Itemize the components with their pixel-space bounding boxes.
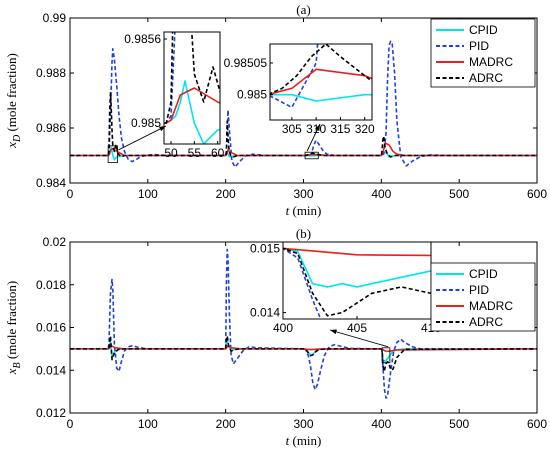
panel-b-xtick-label: 400 xyxy=(371,417,391,431)
panel-a-legend-label-madrc: MADRC xyxy=(469,55,513,69)
panel-b-legend-label-pid: PID xyxy=(469,283,489,297)
panel-a-xlabel: t (min) xyxy=(286,203,322,218)
panel-a-inset-1: 50 55 60 0.985 0.9856 xyxy=(124,31,225,160)
panel-a-1-arrowhead xyxy=(159,126,166,132)
panel-a-inset-2-xtick-label: 305 xyxy=(282,122,302,136)
panel-b-legend: CPID PID MADRC ADRC xyxy=(430,262,536,332)
panel-b-line-adrc xyxy=(70,335,537,373)
panel-b-line-madrc xyxy=(70,344,537,353)
panel-a-inset-1-ytick-label: 0.985 xyxy=(131,116,161,130)
panel-b-inset-1-series-group xyxy=(283,247,431,319)
panel-a-inset-2-xtick-label: 320 xyxy=(355,122,375,136)
panel-a-ylabel-sub: D xyxy=(12,134,23,143)
panel-a-ytick-label: 0.99 xyxy=(43,11,67,25)
panel-a-ylabel-var: x xyxy=(4,142,19,149)
panel-a-inset-1-line-cpid xyxy=(164,80,220,144)
panel-b-xtick-label: 300 xyxy=(293,417,313,431)
panel-a-line-pid xyxy=(70,40,537,168)
panel-b-xlabel-var: t xyxy=(286,433,290,448)
panel-b-series-group xyxy=(70,248,537,399)
panel-b-inset-1-xtick-label: 405 xyxy=(347,321,367,335)
panel-b-ylabel-sub: B xyxy=(12,362,23,368)
panel-a-title: (a) xyxy=(296,2,310,17)
panel-a-1-arrow xyxy=(118,125,167,151)
panel-b-1-zoom-marker xyxy=(381,347,391,364)
panel-b-ytick-label: 0.016 xyxy=(36,321,66,335)
panel-a-inset-2-area xyxy=(270,44,372,120)
panel-b-1-arrowhead xyxy=(330,329,337,335)
panel-a-ytick-label: 0.988 xyxy=(36,66,66,80)
panel-b-ylabel-unit: (mole fraction) xyxy=(4,281,19,363)
panel-b-xtick-label: 100 xyxy=(138,417,158,431)
panel-a-legend-label-adrc: ADRC xyxy=(469,71,503,85)
panel-a-inset-1-series-group xyxy=(164,32,220,144)
panel-b-xtick-label: 500 xyxy=(449,417,469,431)
panel-a-xtick-label: 600 xyxy=(527,187,547,201)
panel-a-xtick-label: 200 xyxy=(216,187,236,201)
panel-a-inset-2-ytick-label: 0.98505 xyxy=(224,56,268,70)
panel-b-panel: 0 100 200 300 400 500 600 0.012 0.014 0.016 0.018 0… xyxy=(4,226,547,448)
panel-b-ytick-label: 0.018 xyxy=(36,278,66,292)
panel-a-ylabel: xD (mole fraction) xyxy=(4,53,23,149)
panel-a-inset-1-frame xyxy=(163,31,221,145)
panel-a-inset-1-xtick-label: 50 xyxy=(164,146,178,160)
panel-a-2-arrowhead xyxy=(315,124,320,131)
panel-a-xtick-label: 300 xyxy=(293,187,313,201)
panel-a-xtick-label: 0 xyxy=(67,187,74,201)
panel-b-inset-1-xtick-label: 400 xyxy=(273,321,293,335)
panel-b-1-arrow xyxy=(329,329,389,348)
panel-b-inset-1-ytick-label: 0.015 xyxy=(250,241,280,255)
panel-a-inset-2-ytick-label: 0.985 xyxy=(237,88,267,102)
panel-a-xlabel-var: t xyxy=(286,203,290,218)
panel-b-xtick-label: 0 xyxy=(67,417,74,431)
panel-a-xtick-label: 400 xyxy=(371,187,391,201)
panel-a-inset-1-ytick-label: 0.9856 xyxy=(124,32,161,46)
panel-a-inset-2-frame xyxy=(269,43,373,121)
panel-a-legend-label-pid: PID xyxy=(469,39,489,53)
panel-a-legend: CPID PID MADRC ADRC xyxy=(430,18,536,88)
panel-a-xlabel-unit: (min) xyxy=(289,203,321,218)
panel-a-xtick-label: 500 xyxy=(449,187,469,201)
panel-b-ylabel: xB (mole fraction) xyxy=(4,281,23,375)
panel-b-legend-label-adrc: ADRC xyxy=(469,315,503,329)
panel-b-xtick-label: 200 xyxy=(216,417,236,431)
panel-b-xtick-label: 600 xyxy=(527,417,547,431)
panel-a-2-zoom-marker xyxy=(304,151,319,160)
panel-b-legend-label-cpid: CPID xyxy=(469,267,498,281)
panel-b-inset-1-line-cpid xyxy=(283,247,431,288)
panel-a-ytick-label: 0.986 xyxy=(36,121,66,135)
panel-a-inset-2: 3053103153200.9850.98505 xyxy=(224,43,375,136)
panel-b-inset-1-ytick-label: 0.014 xyxy=(250,306,280,320)
panel-a-line-adrc xyxy=(70,92,537,158)
panel-a-ytick-label: 0.984 xyxy=(36,176,66,190)
panel-a-legend-label-cpid: CPID xyxy=(469,23,498,37)
panel-b-xlabel: t (min) xyxy=(286,433,322,448)
panel-b-ytick-label: 0.012 xyxy=(36,406,66,420)
panel-b-ylabel-var: x xyxy=(4,368,19,375)
panel-b-ytick-label: 0.014 xyxy=(36,363,66,377)
panel-b-title: (b) xyxy=(296,226,311,241)
panel-a-inset-1-xtick-label: 60 xyxy=(211,146,225,160)
panel-b-xlabel-unit: (min) xyxy=(289,433,321,448)
panel-a-series-group xyxy=(70,40,537,168)
panel-a-1-zoom-marker xyxy=(107,145,118,164)
panel-a-xtick-label: 100 xyxy=(138,187,158,201)
panel-b-inset-1-line-madrc xyxy=(283,247,431,257)
panel-a-inset-2-xtick-label: 315 xyxy=(330,122,350,136)
panel-b-legend-label-madrc: MADRC xyxy=(469,299,513,313)
panel-b-ytick-label: 0.02 xyxy=(43,235,67,249)
panel-a-inset-1-area xyxy=(164,32,220,144)
panel-a-ylabel-unit: (mole fraction) xyxy=(4,53,19,135)
panel-a-inset-1-xtick-label: 55 xyxy=(188,146,202,160)
panel-a-inset-1-line-madrc xyxy=(164,87,220,124)
